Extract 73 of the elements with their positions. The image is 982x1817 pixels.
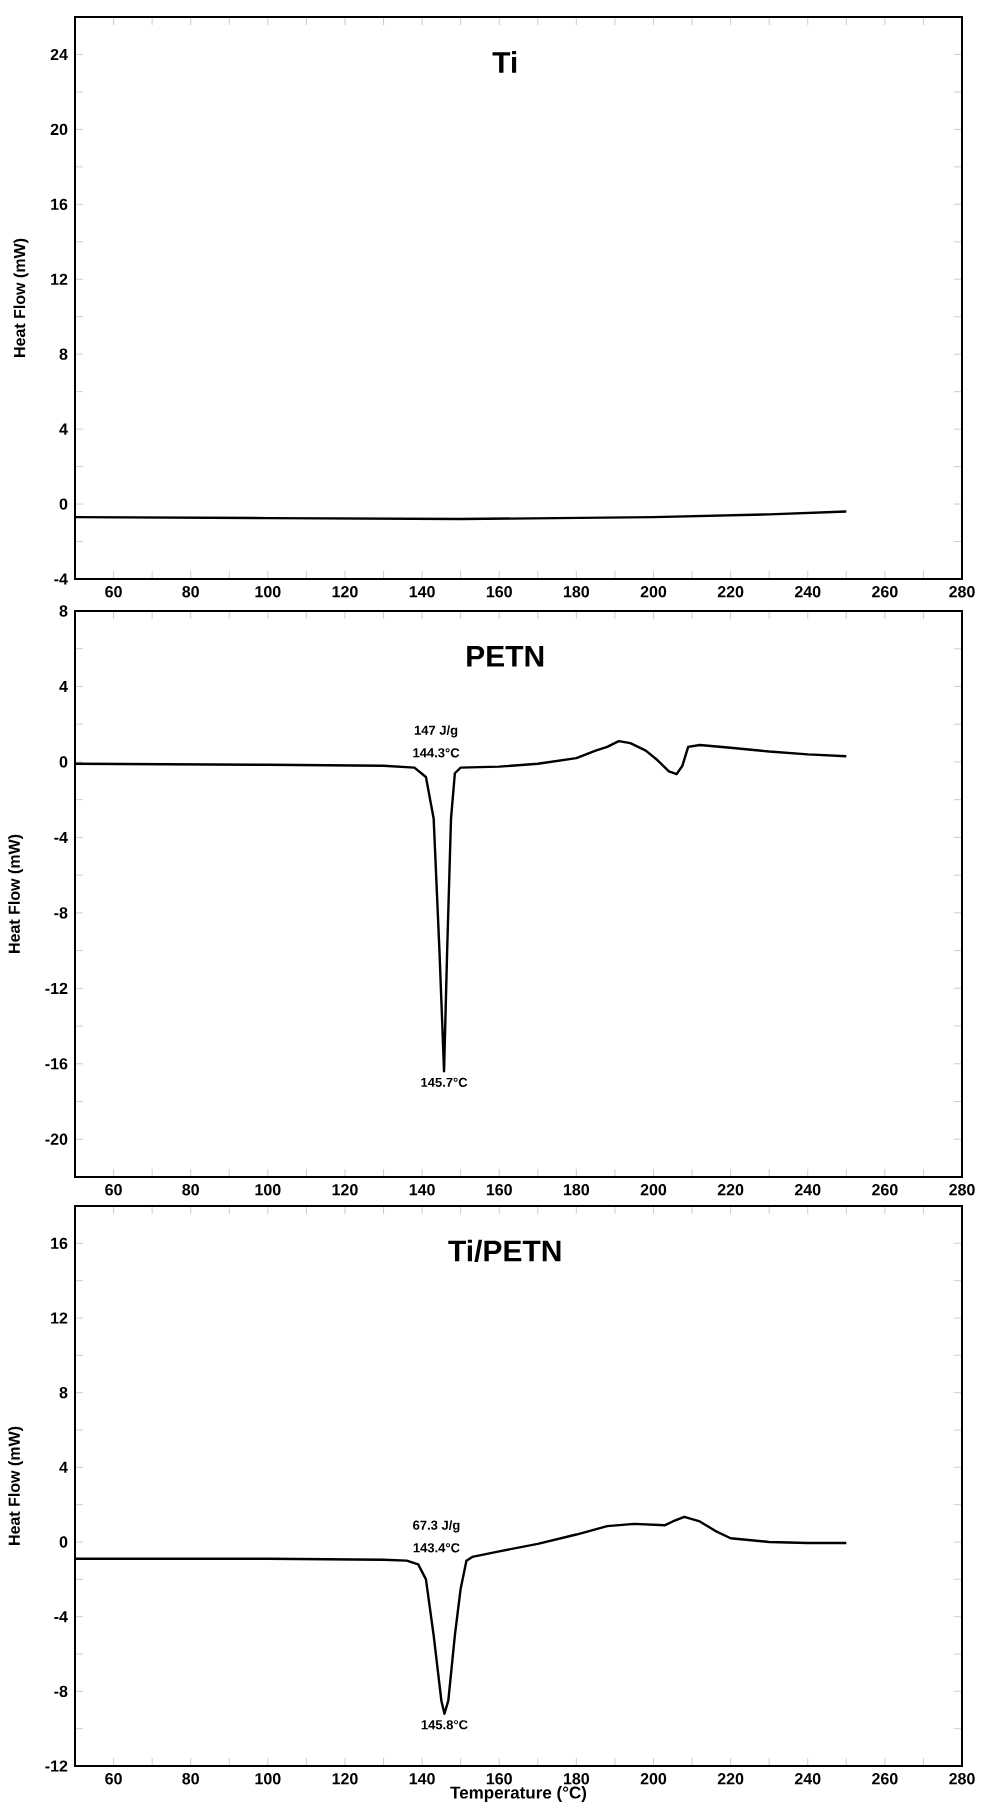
y-tick-label: -20 (45, 1133, 68, 1145)
x-tick-label: 120 (332, 586, 358, 598)
x-tick-label: 220 (717, 1773, 744, 1785)
x-tick-label: 160 (486, 1184, 512, 1196)
y-tick-label: 8 (59, 1387, 68, 1399)
x-tick-label: 60 (105, 1773, 122, 1785)
y-tick-label: 4 (59, 680, 68, 692)
x-tick-label: 100 (255, 1184, 281, 1196)
y-tick-label: 4 (59, 423, 68, 435)
x-tick-label: 100 (255, 586, 281, 598)
text: Ti (492, 51, 517, 73)
x-tick-label: 60 (105, 1184, 122, 1196)
x-tick-label: 80 (182, 586, 199, 598)
x-tick-label: 120 (332, 1184, 358, 1196)
text: Ti/PETN (448, 1239, 561, 1262)
y-tick-label: -8 (54, 907, 68, 919)
annotation: 145.7°C (421, 1077, 468, 1087)
y-tick-label: -12 (45, 982, 68, 994)
x-tick-label: 140 (409, 1773, 435, 1785)
y-tick-label: 8 (59, 348, 68, 360)
y-tick-label: 16 (51, 1237, 68, 1249)
annotation: 67.3 J/g (413, 1520, 460, 1533)
y-tick-label: -16 (45, 1058, 68, 1070)
x-tick-label: 180 (564, 586, 590, 598)
y-tick-label: 8 (59, 605, 68, 617)
x-tick-label: 200 (640, 1184, 667, 1196)
y-tick-label: 24 (50, 48, 68, 61)
y-tick-label: -4 (54, 573, 68, 585)
y-tick-label: 12 (51, 273, 68, 285)
x-tick-label: 280 (949, 586, 975, 598)
y-axis-title: Heat Flow (mW) (13, 238, 29, 357)
y-tick-label: 0 (59, 756, 68, 768)
x-tick-label: 140 (409, 586, 435, 598)
x-tick-label: 160 (486, 586, 512, 598)
x-tick-label: 80 (182, 1184, 199, 1196)
x-tick-label: 260 (872, 586, 898, 598)
x-tick-label: 140 (409, 1184, 435, 1196)
x-tick-label: 280 (949, 1773, 975, 1785)
x-tick-label: 220 (717, 1184, 744, 1196)
x-tick-label: 120 (332, 1773, 358, 1785)
x-tick-label: 180 (564, 1184, 590, 1196)
x-tick-label: 220 (717, 586, 744, 598)
x-tick-label: 240 (794, 1773, 821, 1785)
x-tick-label: 200 (640, 1773, 667, 1785)
y-axis-title: Heat Flow (mW) (8, 834, 24, 953)
x-tick-label: 160 (486, 1773, 512, 1785)
y-tick-label: -4 (54, 831, 68, 843)
y-tick-label: 16 (51, 198, 68, 210)
x-tick-label: 180 (564, 1773, 590, 1785)
text: PETN (467, 645, 544, 667)
y-tick-label: 4 (59, 1461, 68, 1473)
x-tick-label: 280 (949, 1184, 975, 1196)
y-tick-label: 20 (50, 123, 68, 136)
x-tick-label: 240 (794, 586, 821, 598)
x-tick-label: 100 (255, 1773, 281, 1785)
x-tick-label: 240 (794, 1184, 821, 1196)
y-axis-title: Heat Flow (mW) (8, 1426, 24, 1545)
annotation: 143.4°C (413, 1543, 460, 1553)
y-tick-label: 12 (51, 1312, 68, 1324)
x-axis-title: Temperature (°C) (450, 1786, 587, 1802)
x-tick-label: 60 (105, 586, 122, 598)
x-tick-label: 80 (182, 1773, 199, 1785)
y-tick-label: -12 (45, 1760, 68, 1772)
y-tick-label: -8 (54, 1685, 68, 1697)
annotation: 147 J/g (414, 725, 458, 738)
annotation: 145.8°C (421, 1720, 468, 1730)
x-tick-label: 200 (640, 586, 667, 598)
y-tick-label: 0 (59, 498, 68, 510)
x-tick-label: 260 (872, 1184, 898, 1196)
y-tick-label: -4 (54, 1611, 68, 1623)
x-tick-label: 260 (872, 1773, 898, 1785)
y-tick-label: 0 (59, 1536, 68, 1548)
annotation: 144.3°C (413, 748, 460, 758)
